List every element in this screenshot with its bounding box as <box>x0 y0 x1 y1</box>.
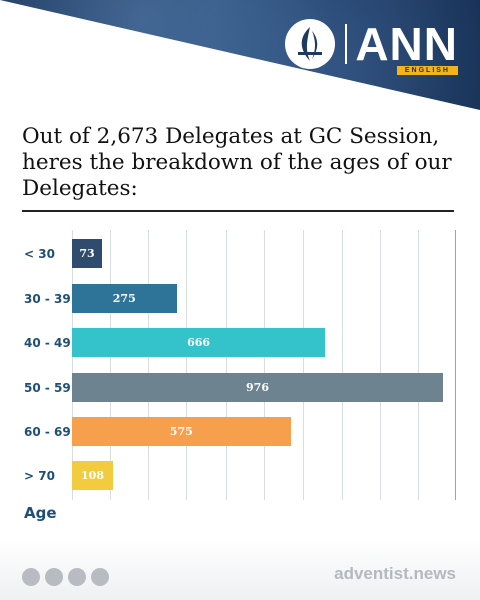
grid-line <box>72 230 73 500</box>
category-label: 30 - 39 <box>24 292 71 306</box>
logo-separator <box>345 24 348 64</box>
category-label: 60 - 69 <box>24 425 71 439</box>
grid-line <box>110 230 111 500</box>
bar: 976 <box>72 373 443 402</box>
logo-wordmark: ANN <box>355 18 458 70</box>
category-label: > 70 <box>24 469 55 483</box>
category-label: 40 - 49 <box>24 336 71 350</box>
grid-line <box>148 230 149 500</box>
grid-line <box>303 230 304 500</box>
category-label: 50 - 59 <box>24 381 71 395</box>
bar-value-label: 108 <box>81 469 104 482</box>
facebook-icon[interactable] <box>22 568 40 586</box>
bar: 275 <box>72 284 177 313</box>
logo-subtitle: ENGLISH <box>396 66 458 75</box>
bar: 73 <box>72 239 102 268</box>
youtube-icon[interactable] <box>91 568 109 586</box>
x-axis-label: Age <box>24 504 57 522</box>
grid-line <box>455 230 456 500</box>
grid-line <box>342 230 343 500</box>
grid-line <box>226 230 227 500</box>
instagram-icon[interactable] <box>45 568 63 586</box>
twitter-icon[interactable] <box>68 568 86 586</box>
bar-value-label: 976 <box>246 381 269 394</box>
grid-line <box>186 230 187 500</box>
bar: 575 <box>72 417 291 446</box>
bar-value-label: 73 <box>79 247 95 260</box>
bar-value-label: 666 <box>187 336 211 349</box>
ann-logo: ANN ENGLISH <box>285 18 458 75</box>
bar-value-label: 575 <box>169 425 193 438</box>
social-icons <box>22 568 109 586</box>
bar-value-label: 275 <box>112 292 136 305</box>
grid-line <box>380 230 381 500</box>
headline-rule <box>22 210 454 212</box>
category-label: < 30 <box>24 247 55 261</box>
grid-line <box>418 230 419 500</box>
website-link[interactable]: adventist.news <box>334 564 456 583</box>
headline: Out of 2,673 Delegates at GC Session, he… <box>22 124 452 201</box>
adventist-flame-icon <box>285 19 336 69</box>
grid-line <box>264 230 265 500</box>
bar: 108 <box>72 461 114 490</box>
bar: 666 <box>72 328 326 357</box>
